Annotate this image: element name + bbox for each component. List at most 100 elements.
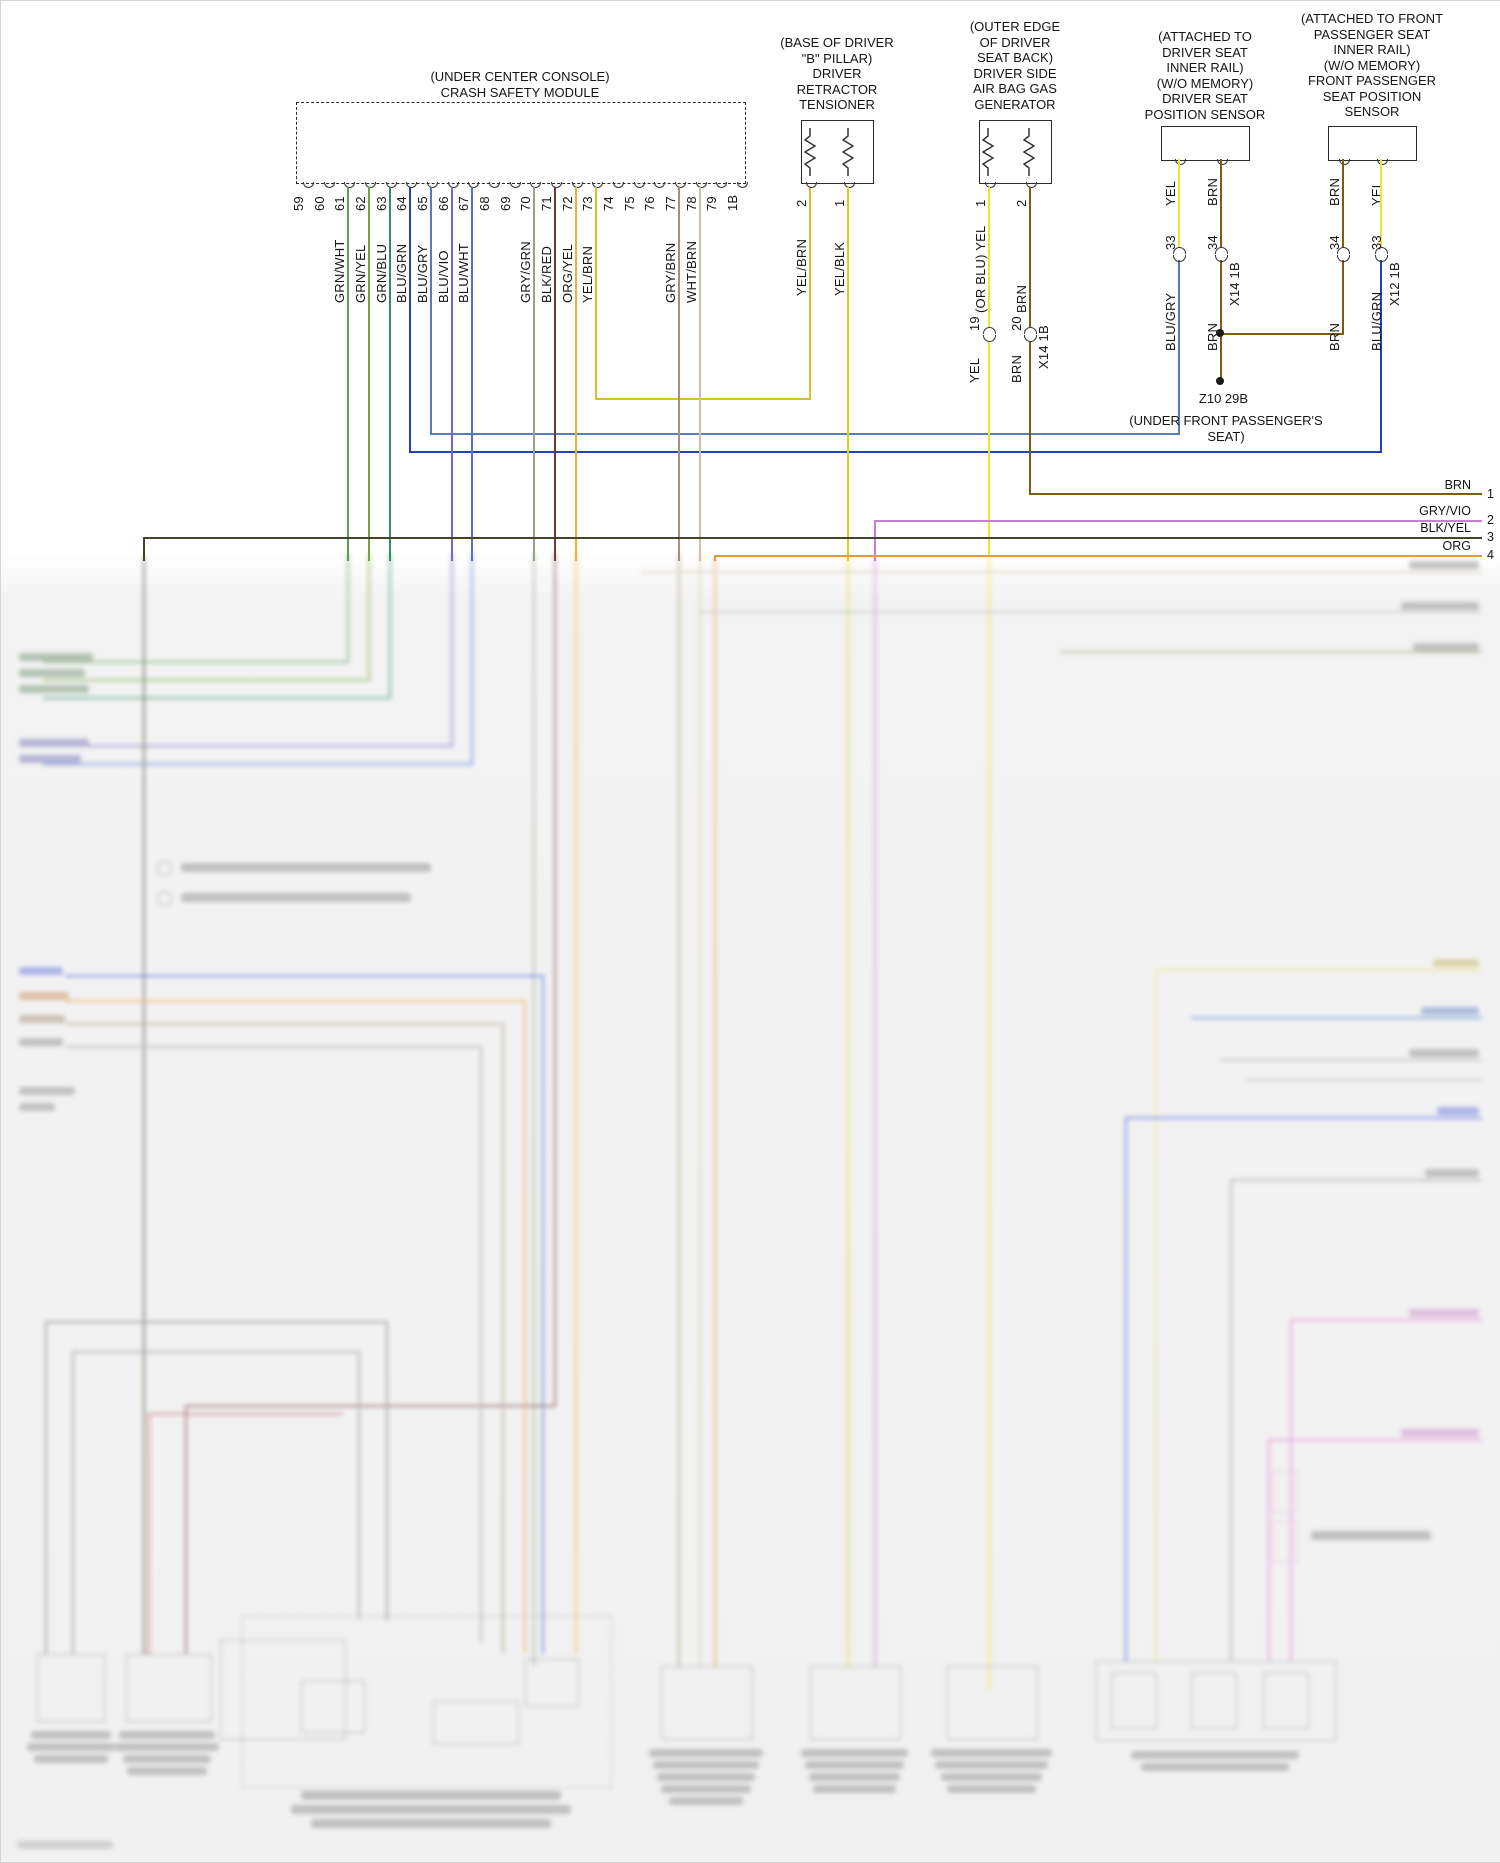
blurred-text-stub — [127, 1767, 207, 1775]
wire-segment — [1230, 1179, 1232, 1661]
connector-pin: 34 — [1205, 235, 1220, 250]
wire-segment — [471, 553, 473, 765]
wire-label: GRN/WHT — [332, 239, 347, 304]
connector-pin: 33 — [1163, 235, 1178, 250]
wire-segment — [1291, 1319, 1482, 1321]
wire-label: YEL/BRN — [580, 245, 595, 303]
wire-label: BLU/GRY — [415, 244, 430, 303]
pin-number: 76 — [642, 196, 657, 211]
wire-segment — [1156, 969, 1482, 971]
ground-point-icon — [1216, 377, 1224, 385]
ground-note: (UNDER FRONT PASSENGER'S SEAT) — [1129, 413, 1323, 444]
blurred-text-stub — [1433, 959, 1479, 967]
wire-segment — [595, 187, 597, 400]
wire-segment — [1380, 159, 1382, 247]
connector-break-icon — [1173, 247, 1186, 254]
right-wire-number: 4 — [1487, 548, 1494, 562]
blurred-text-stub — [301, 1791, 561, 1800]
wire-segment — [72, 1351, 360, 1353]
wire-label: GRN/YEL — [353, 244, 368, 303]
driver-position-sensor-box — [1161, 126, 1250, 161]
passenger-sensor-label: (ATTACHED TO FRONT PASSENGER SEAT INNER … — [1300, 11, 1444, 119]
blurred-text-stub — [1413, 643, 1479, 651]
connector-break-icon — [983, 327, 996, 334]
connector-wire-label: BLU/GRN — [1369, 291, 1384, 351]
blurred-component-box — [810, 1666, 901, 1740]
pin-number: 77 — [663, 196, 678, 211]
tensioner-pin: 1 — [832, 199, 847, 207]
wire-segment — [524, 1000, 526, 1654]
wire-segment — [1029, 342, 1031, 494]
blurred-text-stub — [1131, 1751, 1299, 1759]
blurred-text-stub — [1437, 1107, 1479, 1115]
wire-segment — [1125, 1117, 1127, 1661]
pin-number: 74 — [601, 196, 616, 211]
pin-number: 79 — [704, 196, 719, 211]
pin-number: 1B — [725, 194, 740, 211]
pin-number: 64 — [394, 196, 409, 211]
connector-wire-label: BLU/GRY — [1163, 292, 1178, 351]
wire-segment — [185, 1405, 187, 1654]
wire-segment — [43, 661, 349, 663]
blurred-text-stub — [661, 1785, 751, 1793]
right-wire-label: ORG — [1442, 539, 1471, 553]
wire-segment — [1029, 493, 1482, 495]
blurred-text-stub — [653, 1761, 759, 1769]
wire-segment — [1342, 159, 1344, 247]
wire-segment — [1231, 1179, 1482, 1181]
blurred-component-box — [220, 1640, 346, 1740]
wire-segment — [1178, 260, 1180, 435]
blurred-text-stub — [19, 669, 85, 677]
connector-break-icon — [1024, 327, 1037, 334]
right-wire-label: BRN — [1444, 478, 1471, 492]
wire-segment — [65, 975, 543, 977]
wire-segment — [143, 557, 145, 1654]
wire-segment — [809, 187, 811, 400]
blurred-text-stub — [115, 1743, 219, 1751]
right-wire-label: BLK/YEL — [1420, 521, 1471, 535]
blurred-text-stub — [1409, 1309, 1479, 1317]
tensioner-wire-label: YEL/BRN — [794, 238, 809, 296]
wire-segment — [143, 537, 1482, 539]
wire-segment — [714, 555, 1482, 557]
wire-segment — [43, 745, 453, 747]
blurred-text-stub — [931, 1749, 1052, 1757]
connector-break-icon — [1215, 247, 1228, 254]
blurred-text-stub — [1141, 1763, 1289, 1771]
wire-segment — [701, 611, 1482, 613]
blurred-text-stub — [19, 967, 63, 975]
blurred-text-stub — [123, 1755, 211, 1763]
wire-segment — [1061, 651, 1482, 653]
wire-segment — [65, 1046, 481, 1048]
wire-segment — [143, 537, 145, 561]
tensioner-pin: 2 — [794, 199, 809, 207]
wire-segment — [699, 187, 701, 561]
blurred-component-box — [525, 1659, 579, 1707]
connector-wire-label: BRN — [1327, 322, 1342, 351]
pin-number: 61 — [332, 196, 347, 211]
pin-number: 63 — [374, 196, 389, 211]
connector-wire-label: BRN — [1205, 322, 1220, 351]
wire-segment — [1191, 1017, 1482, 1019]
blurred-text-stub — [311, 1819, 551, 1828]
wire-segment — [1380, 260, 1382, 453]
passenger-position-sensor-box — [1328, 126, 1417, 161]
wire-segment — [65, 1000, 525, 1002]
blurred-text-stub — [1401, 602, 1479, 610]
wire-segment — [533, 187, 535, 561]
wire-label: GRN/BLU — [374, 243, 389, 303]
right-wire-label: GRY/VIO — [1419, 504, 1471, 518]
pin-number: 70 — [518, 196, 533, 211]
right-wire-number: 3 — [1487, 530, 1494, 544]
wire-segment — [1126, 1117, 1482, 1119]
wire-segment — [874, 520, 1482, 522]
blurred-text-stub — [31, 1731, 111, 1739]
gas-gen-pin: 2 — [1014, 199, 1029, 207]
wire-segment — [595, 398, 811, 400]
blurred-text-stub — [34, 1755, 108, 1763]
blurred-text-stub — [1311, 1531, 1431, 1540]
blurred-component-box — [126, 1654, 212, 1722]
pin-number: 67 — [456, 196, 471, 211]
resistor-symbol-icon — [804, 128, 816, 176]
